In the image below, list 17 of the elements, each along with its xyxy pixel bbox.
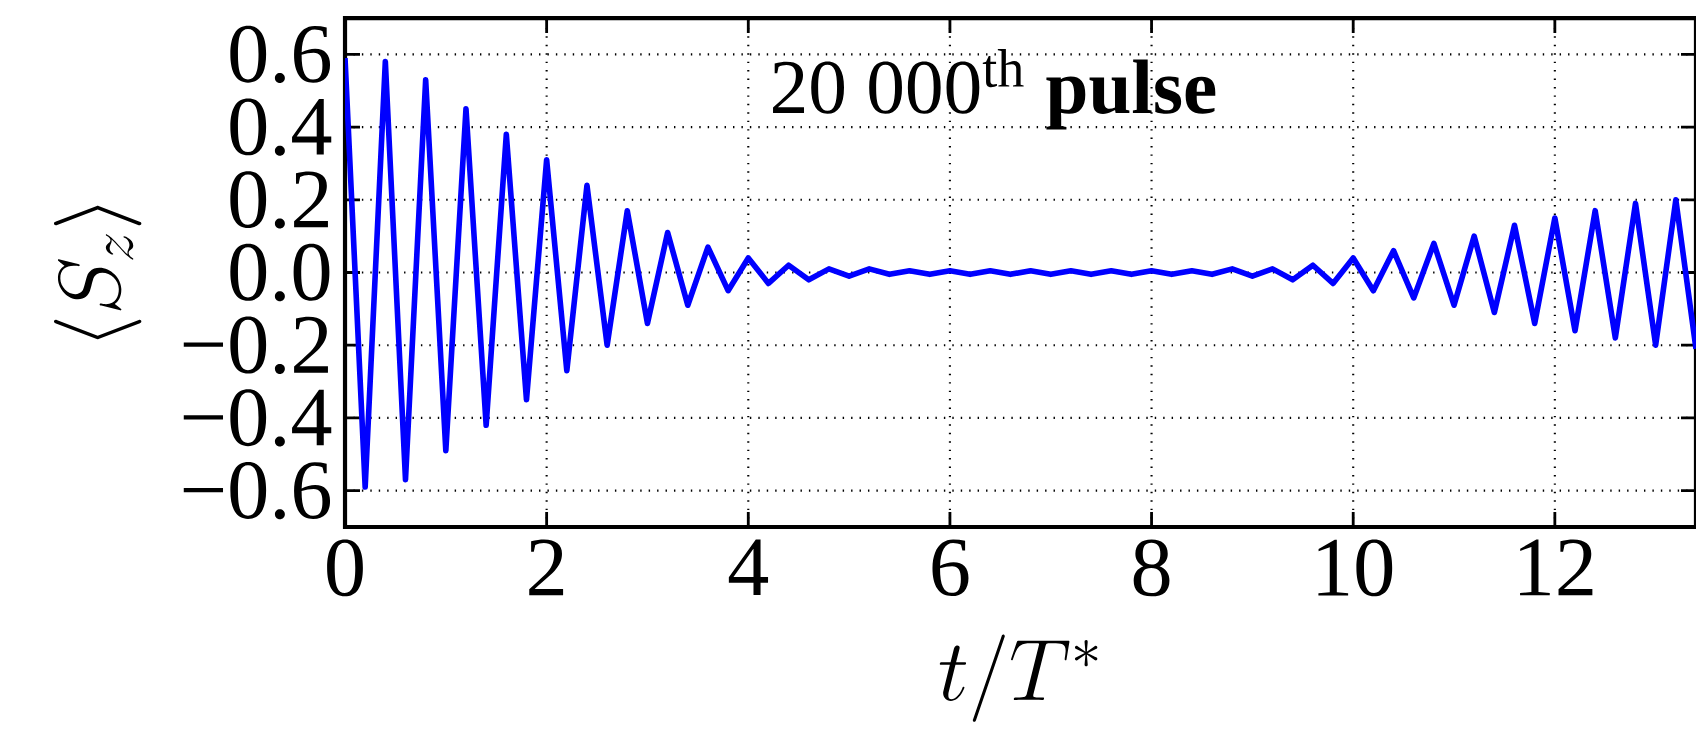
x-axis-title: $t/T^{*}$ <box>939 634 1098 722</box>
y-tick-label: 0.2 <box>230 171 328 229</box>
annotation: 20 000$^{th}$ pulse <box>773 49 1216 130</box>
x-tick-label: 8 <box>1133 539 1170 597</box>
x-tick-label: 12 <box>1520 539 1593 596</box>
x-tick-label: 10 <box>1318 539 1393 597</box>
x-tick-label: 4 <box>728 539 769 595</box>
y-tick-label: −0.4 <box>183 389 332 447</box>
x-tick-label: 0 <box>327 539 363 597</box>
y-tick-label: −0.2 <box>183 316 328 374</box>
y-tick-label: −0.6 <box>183 461 331 520</box>
x-tick-label: 2 <box>529 539 564 596</box>
y-tick-label: 0.4 <box>230 98 332 156</box>
y-tick-label: 0.0 <box>230 243 330 302</box>
x-tick-label: 6 <box>932 539 969 597</box>
y-axis-title: $\langle S_{z} \rangle$ <box>53 205 142 340</box>
y-tick-label: 0.6 <box>230 25 331 84</box>
